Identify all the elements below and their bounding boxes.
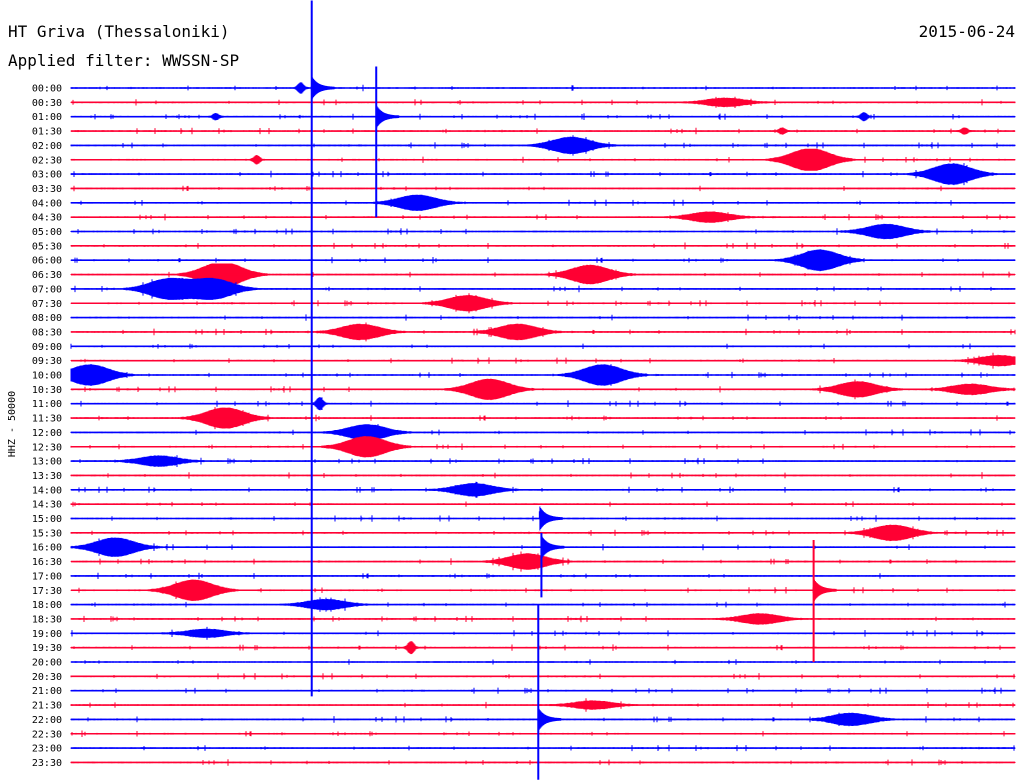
- time-tick-1030: 10:30: [32, 385, 62, 396]
- time-tick-1830: 18:30: [32, 614, 62, 625]
- date-label: 2015-06-24: [919, 22, 1015, 41]
- time-tick-0930: 09:30: [32, 356, 62, 367]
- time-tick-0830: 08:30: [32, 327, 62, 338]
- seismic-event-spikes: [310, 0, 837, 780]
- time-tick-0900: 09:00: [32, 342, 62, 353]
- station-title: HT Griva (Thessaloniki): [8, 22, 230, 41]
- time-tick-0000: 00:00: [32, 84, 62, 95]
- event-coda-3: [540, 535, 565, 560]
- time-tick-0200: 02:00: [32, 141, 62, 152]
- time-tick-1800: 18:00: [32, 600, 62, 611]
- time-tick-1130: 11:30: [32, 414, 62, 425]
- time-tick-2230: 22:30: [32, 729, 62, 740]
- time-tick-2000: 20:00: [32, 658, 62, 669]
- time-tick-0630: 06:30: [32, 270, 62, 281]
- time-tick-1930: 19:30: [32, 643, 62, 654]
- y-axis-label: HHZ - 50000: [7, 391, 18, 457]
- time-tick-2030: 20:30: [32, 672, 62, 683]
- time-tick-labels: 00:00 00:30 01:00 01:30 02:00 02:30 03:00 03:30…: [32, 84, 62, 769]
- event-coda-5: [537, 707, 562, 732]
- time-tick-1500: 15:00: [32, 514, 62, 525]
- time-tick-0330: 03:30: [32, 184, 62, 195]
- time-tick-0030: 00:30: [32, 98, 62, 109]
- time-tick-1400: 14:00: [32, 485, 62, 496]
- seismic-traces: [70, 82, 1016, 766]
- event-coda-4: [813, 578, 837, 603]
- time-tick-0400: 04:00: [32, 198, 62, 209]
- time-tick-1730: 17:30: [32, 586, 62, 597]
- time-tick-0500: 05:00: [32, 227, 62, 238]
- time-tick-2130: 21:30: [32, 701, 62, 712]
- event-coda-2: [539, 506, 563, 531]
- time-tick-2100: 21:00: [32, 686, 62, 697]
- time-tick-1530: 15:30: [32, 528, 62, 539]
- time-tick-1430: 14:30: [32, 500, 62, 511]
- time-tick-0430: 04:30: [32, 213, 62, 224]
- time-tick-1700: 17:00: [32, 571, 62, 582]
- time-tick-0300: 03:00: [32, 170, 62, 181]
- time-tick-0230: 02:30: [32, 155, 62, 166]
- time-tick-0730: 07:30: [32, 299, 62, 310]
- event-coda-0: [311, 76, 335, 100]
- time-tick-0800: 08:00: [32, 313, 62, 324]
- time-tick-1100: 11:00: [32, 399, 62, 410]
- time-tick-0530: 05:30: [32, 241, 62, 252]
- filter-label: Applied filter: WWSSN-SP: [8, 51, 239, 70]
- time-tick-0600: 06:00: [32, 256, 62, 267]
- time-tick-1230: 12:30: [32, 442, 62, 453]
- time-tick-1200: 12:00: [32, 428, 62, 439]
- time-tick-1600: 16:00: [32, 543, 62, 554]
- time-tick-1300: 13:00: [32, 457, 62, 468]
- time-tick-0700: 07:00: [32, 284, 62, 295]
- time-tick-2200: 22:00: [32, 715, 62, 726]
- event-coda-1: [375, 104, 400, 129]
- time-tick-1330: 13:30: [32, 471, 62, 482]
- time-tick-0130: 01:30: [32, 127, 62, 138]
- time-tick-2330: 23:30: [32, 758, 62, 769]
- time-tick-0100: 01:00: [32, 112, 62, 123]
- time-tick-2300: 23:00: [32, 744, 62, 755]
- time-tick-1630: 16:30: [32, 557, 62, 568]
- time-tick-1000: 10:00: [32, 371, 62, 382]
- time-tick-1900: 19:00: [32, 629, 62, 640]
